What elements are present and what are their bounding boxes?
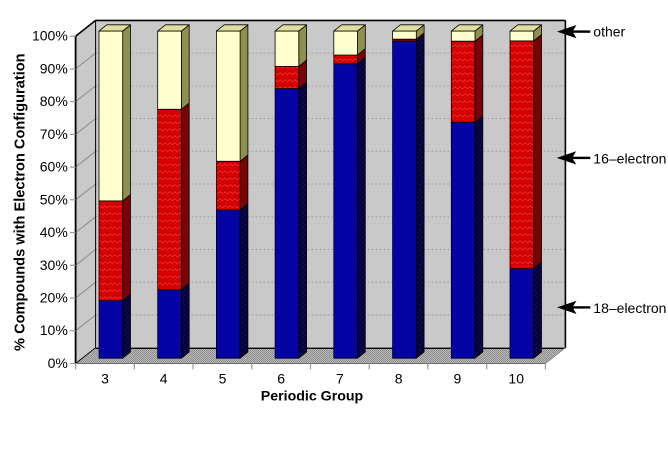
- svg-text:70%: 70%: [40, 126, 68, 142]
- svg-text:16–electron: 16–electron: [593, 151, 666, 167]
- svg-text:90%: 90%: [40, 60, 68, 76]
- svg-text:40%: 40%: [40, 224, 68, 240]
- svg-text:18–electron: 18–electron: [593, 300, 666, 316]
- svg-text:6: 6: [277, 371, 285, 387]
- svg-text:0%: 0%: [48, 355, 68, 371]
- svg-text:9: 9: [454, 371, 462, 387]
- svg-text:% Compounds with Electron Conf: % Compounds with Electron Configuration: [12, 53, 28, 351]
- svg-text:Periodic Group: Periodic Group: [261, 388, 364, 404]
- svg-text:10: 10: [508, 371, 524, 387]
- svg-text:50%: 50%: [40, 191, 68, 207]
- svg-text:other: other: [593, 24, 625, 40]
- svg-text:80%: 80%: [40, 93, 68, 109]
- svg-text:4: 4: [160, 371, 168, 387]
- svg-text:20%: 20%: [40, 290, 68, 306]
- svg-text:10%: 10%: [40, 322, 68, 338]
- svg-text:7: 7: [336, 371, 344, 387]
- svg-text:8: 8: [395, 371, 403, 387]
- svg-text:3: 3: [101, 371, 109, 387]
- svg-text:30%: 30%: [40, 257, 68, 273]
- svg-text:60%: 60%: [40, 159, 68, 175]
- svg-text:100%: 100%: [32, 28, 68, 44]
- svg-text:5: 5: [219, 371, 227, 387]
